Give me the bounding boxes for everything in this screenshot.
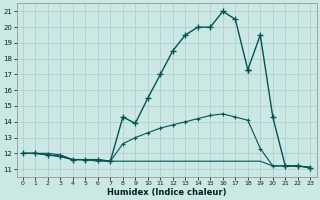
X-axis label: Humidex (Indice chaleur): Humidex (Indice chaleur): [107, 188, 226, 197]
